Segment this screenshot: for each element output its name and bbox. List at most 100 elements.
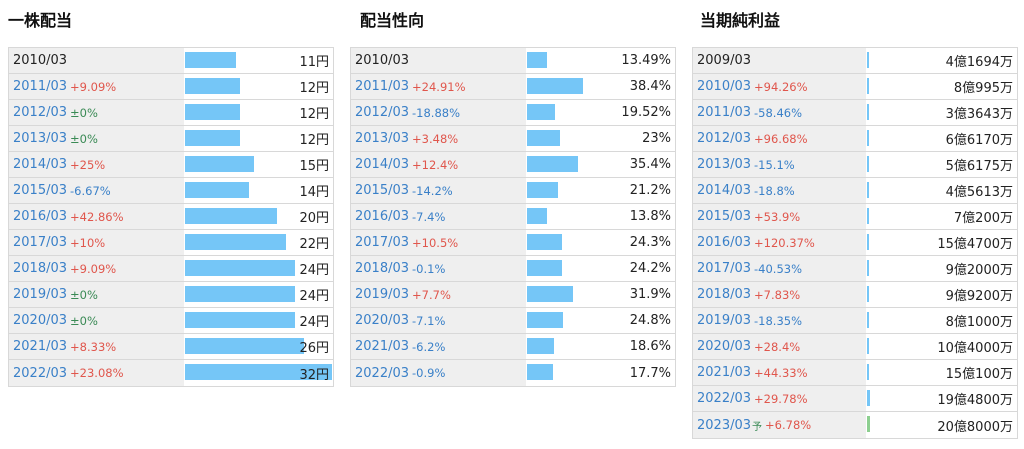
value-label: 5億6175万 xyxy=(945,159,1013,174)
fiscal-year-cell: 2019/03 +7.7% xyxy=(351,282,526,307)
fiscal-year: 2017/03 xyxy=(697,261,752,276)
value-label: 24円 xyxy=(299,263,329,278)
value-label: 20億8000万 xyxy=(937,419,1013,435)
bar-area: 20円 xyxy=(184,204,333,229)
value-bar xyxy=(527,286,573,302)
fiscal-year-cell: 2022/03 +29.78% xyxy=(693,386,866,411)
yoy-change: -14.2% xyxy=(412,183,453,198)
bar-area: 11円 xyxy=(184,48,333,73)
payout-ratio-title: 配当性向 xyxy=(360,11,425,30)
yoy-change: +3.48% xyxy=(412,131,459,146)
fiscal-year-cell: 2022/03 -0.9% xyxy=(351,360,526,386)
dividend-per-share-table: 2010/03 11円 2011/03 +9.09% 12円 2012/03 ±0% 12円 2… xyxy=(8,47,334,387)
fiscal-year-cell: 2011/03 -58.46% xyxy=(693,100,866,125)
fiscal-year: 2021/03 xyxy=(13,339,68,354)
forecast-bar xyxy=(867,416,870,432)
payout-row: 2022/03 -0.9% 17.7% xyxy=(351,360,675,386)
fiscal-year-cell: 2014/03 +12.4% xyxy=(351,152,526,177)
value-bar xyxy=(185,338,304,354)
value-bar xyxy=(867,208,869,224)
fiscal-year: 2022/03 xyxy=(355,365,410,381)
value-label: 13.49% xyxy=(621,53,671,68)
value-label: 15億100万 xyxy=(945,367,1013,382)
value-bar xyxy=(867,260,869,276)
yoy-change: +10.5% xyxy=(412,235,459,250)
yoy-change: ±0% xyxy=(70,105,98,120)
yoy-change: +7.7% xyxy=(412,287,451,302)
yoy-change: +120.37% xyxy=(754,235,815,250)
yoy-change: +10% xyxy=(70,235,106,250)
payout-row: 2012/03 -18.88% 19.52% xyxy=(351,100,675,126)
yoy-change: -0.9% xyxy=(412,366,446,380)
value-bar xyxy=(185,286,295,302)
fiscal-year-cell: 2023/03 予 +6.78% xyxy=(693,412,866,438)
profit-row: 2023/03 予 +6.78% 20億8000万 xyxy=(693,412,1017,438)
bar-area: 9億9200万 xyxy=(866,282,1017,307)
yoy-change: +6.78% xyxy=(765,418,812,432)
bar-area: 31.9% xyxy=(526,282,675,307)
value-bar xyxy=(867,364,869,380)
bar-area: 9億2000万 xyxy=(866,256,1017,281)
fiscal-year-cell: 2021/03 +8.33% xyxy=(9,334,184,359)
bar-area: 4億1694万 xyxy=(866,48,1017,73)
value-label: 24.8% xyxy=(629,313,671,328)
value-bar xyxy=(867,78,869,94)
value-label: 19億4800万 xyxy=(937,393,1013,408)
value-bar xyxy=(527,182,558,198)
fiscal-year: 2022/03 xyxy=(697,391,752,406)
fiscal-year: 2019/03 xyxy=(697,313,752,328)
value-bar xyxy=(185,208,277,224)
payout-row: 2010/03 13.49% xyxy=(351,48,675,74)
fiscal-year: 2019/03 xyxy=(13,287,68,302)
payout-row: 2017/03 +10.5% 24.3% xyxy=(351,230,675,256)
value-bar xyxy=(185,104,240,120)
fiscal-year-cell: 2010/03 +94.26% xyxy=(693,74,866,99)
fiscal-year-cell: 2012/03 +96.68% xyxy=(693,126,866,151)
fiscal-year: 2010/03 xyxy=(13,53,68,68)
fiscal-year-cell: 2010/03 xyxy=(351,48,526,73)
fiscal-year: 2018/03 xyxy=(697,287,752,302)
fiscal-year: 2018/03 xyxy=(355,261,410,276)
profit-row: 2009/03 4億1694万 xyxy=(693,48,1017,74)
yoy-change: -18.8% xyxy=(754,183,795,198)
bar-area: 18.6% xyxy=(526,334,675,359)
yoy-change: -7.4% xyxy=(412,209,446,224)
dividend-row: 2014/03 +25% 15円 xyxy=(9,152,333,178)
value-label: 3億3643万 xyxy=(945,107,1013,122)
dividend-row: 2017/03 +10% 22円 xyxy=(9,230,333,256)
dividend-row: 2019/03 ±0% 24円 xyxy=(9,282,333,308)
bar-area: 4億5613万 xyxy=(866,178,1017,203)
profit-row: 2011/03 -58.46% 3億3643万 xyxy=(693,100,1017,126)
yoy-change: +25% xyxy=(70,157,106,172)
fiscal-year-cell: 2018/03 +7.83% xyxy=(693,282,866,307)
fiscal-year-cell: 2013/03 ±0% xyxy=(9,126,184,151)
bar-area: 24円 xyxy=(184,282,333,307)
value-label: 26円 xyxy=(299,341,329,356)
bar-area: 12円 xyxy=(184,74,333,99)
profit-row: 2016/03 +120.37% 15億4700万 xyxy=(693,230,1017,256)
fiscal-year-cell: 2022/03 +23.08% xyxy=(9,360,184,386)
value-label: 24円 xyxy=(299,289,329,304)
value-bar xyxy=(527,52,547,68)
bar-area: 14円 xyxy=(184,178,333,203)
fiscal-year-cell: 2016/03 -7.4% xyxy=(351,204,526,229)
payout-row: 2019/03 +7.7% 31.9% xyxy=(351,282,675,308)
fiscal-year: 2016/03 xyxy=(355,209,410,224)
net-income-table: 2009/03 4億1694万 2010/03 +94.26% 8億995万 2011/0… xyxy=(692,47,1018,439)
value-bar xyxy=(867,390,870,406)
fiscal-year-cell: 2012/03 -18.88% xyxy=(351,100,526,125)
profit-row: 2014/03 -18.8% 4億5613万 xyxy=(693,178,1017,204)
bar-area: 24.3% xyxy=(526,230,675,255)
payout-row: 2020/03 -7.1% 24.8% xyxy=(351,308,675,334)
value-bar xyxy=(185,156,254,172)
fiscal-year: 2016/03 xyxy=(697,235,752,250)
payout-ratio-table: 2010/03 13.49% 2011/03 +24.91% 38.4% 2012/03-… xyxy=(350,47,676,387)
bar-area: 10億4000万 xyxy=(866,334,1017,359)
value-label: 7億200万 xyxy=(953,211,1013,226)
bar-area: 12円 xyxy=(184,100,333,125)
fiscal-year-cell: 2013/03 +3.48% xyxy=(351,126,526,151)
profit-row: 2012/03 +96.68% 6億6170万 xyxy=(693,126,1017,152)
yoy-change: -0.1% xyxy=(412,261,446,276)
fiscal-year: 2012/03 xyxy=(355,105,410,120)
forecast-mark: 予 xyxy=(752,421,763,433)
